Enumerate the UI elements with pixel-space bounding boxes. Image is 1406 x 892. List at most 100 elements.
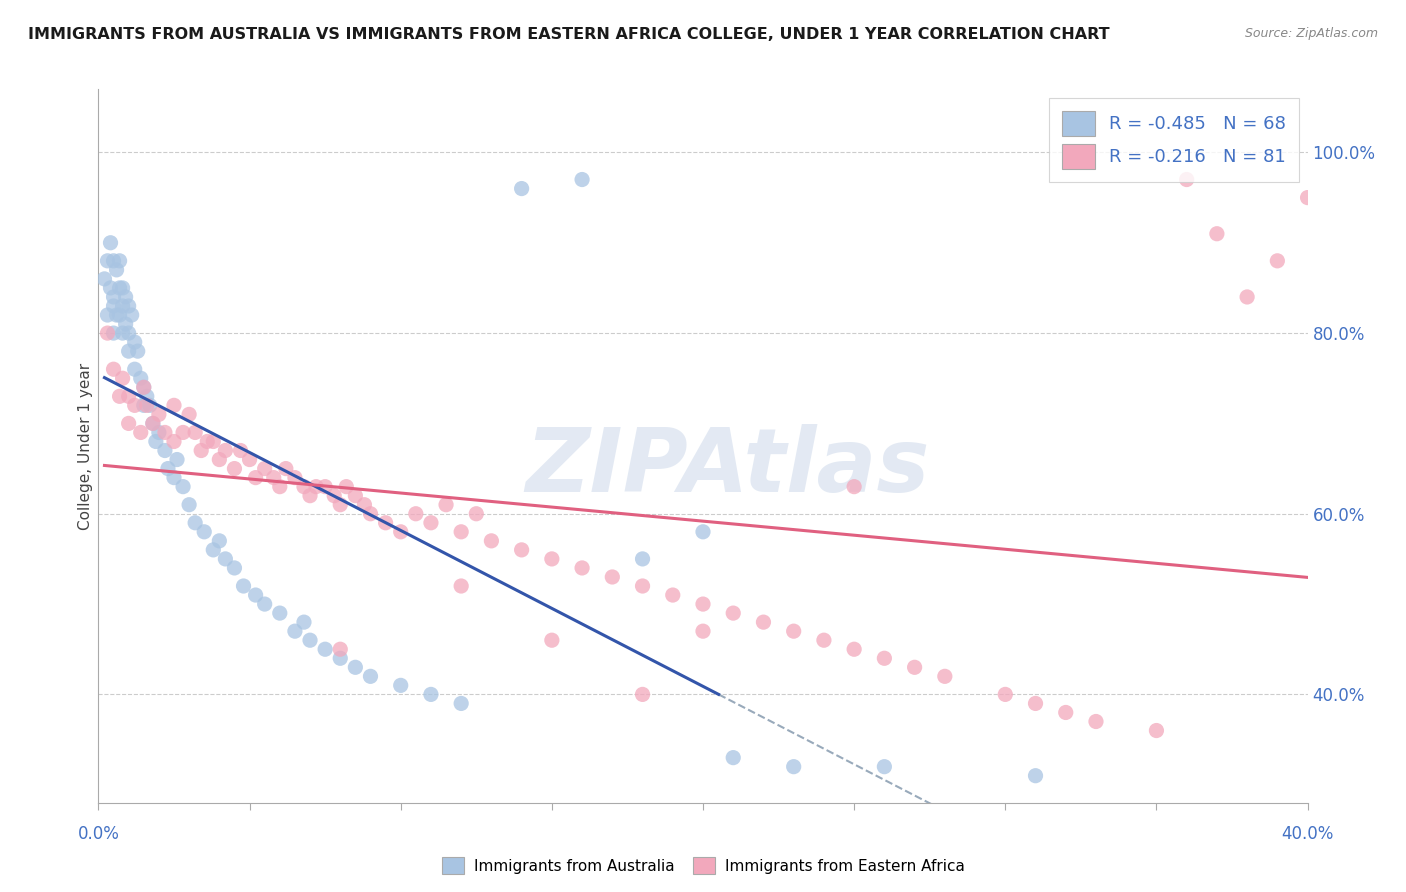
- Point: [108, 389, 131, 403]
- Legend: Immigrants from Australia, Immigrants from Eastern Africa: Immigrants from Australia, Immigrants fr…: [436, 851, 970, 880]
- Point: [873, 651, 896, 665]
- Point: [783, 759, 806, 773]
- Text: 0.0%: 0.0%: [77, 825, 120, 843]
- Point: [129, 425, 152, 440]
- Point: [253, 461, 276, 475]
- Point: [214, 443, 236, 458]
- Point: [1267, 253, 1289, 268]
- Point: [179, 498, 201, 512]
- Point: [153, 443, 176, 458]
- Point: [103, 253, 125, 268]
- Point: [1236, 290, 1258, 304]
- Point: [269, 480, 291, 494]
- Point: [124, 398, 146, 412]
- Text: ZIPAtlas: ZIPAtlas: [524, 424, 929, 511]
- Point: [208, 452, 231, 467]
- Point: [202, 542, 225, 557]
- Point: [172, 425, 194, 440]
- Point: [118, 389, 141, 403]
- Point: [540, 552, 562, 566]
- Point: [450, 524, 472, 539]
- Point: [292, 480, 315, 494]
- Point: [540, 633, 562, 648]
- Point: [1085, 714, 1108, 729]
- Point: [148, 425, 170, 440]
- Point: [93, 272, 115, 286]
- Point: [314, 480, 336, 494]
- Point: [190, 443, 212, 458]
- Point: [631, 552, 654, 566]
- Point: [245, 470, 267, 484]
- Point: [434, 498, 457, 512]
- Point: [224, 561, 246, 575]
- Point: [723, 750, 745, 764]
- Point: [156, 461, 179, 475]
- Point: [571, 172, 593, 186]
- Point: [934, 669, 956, 683]
- Point: [114, 290, 136, 304]
- Point: [510, 542, 533, 557]
- Point: [135, 389, 157, 403]
- Point: [100, 281, 122, 295]
- Text: Source: ZipAtlas.com: Source: ZipAtlas.com: [1244, 27, 1378, 40]
- Point: [135, 398, 157, 412]
- Point: [465, 507, 488, 521]
- Point: [274, 461, 297, 475]
- Point: [299, 633, 322, 648]
- Point: [692, 524, 714, 539]
- Point: [344, 489, 367, 503]
- Point: [121, 308, 143, 322]
- Point: [631, 687, 654, 701]
- Point: [100, 235, 122, 250]
- Text: 40.0%: 40.0%: [1281, 825, 1334, 843]
- Point: [783, 624, 806, 639]
- Point: [253, 597, 276, 611]
- Point: [163, 434, 186, 449]
- Point: [329, 651, 352, 665]
- Point: [299, 489, 322, 503]
- Point: [405, 507, 427, 521]
- Point: [450, 579, 472, 593]
- Point: [329, 642, 352, 657]
- Point: [132, 398, 155, 412]
- Point: [105, 308, 128, 322]
- Point: [389, 678, 412, 692]
- Point: [118, 417, 141, 431]
- Point: [142, 417, 165, 431]
- Point: [284, 624, 307, 639]
- Point: [111, 299, 134, 313]
- Point: [813, 633, 835, 648]
- Point: [314, 642, 336, 657]
- Point: [232, 579, 254, 593]
- Point: [142, 417, 165, 431]
- Point: [420, 687, 443, 701]
- Point: [844, 480, 866, 494]
- Point: [873, 759, 896, 773]
- Point: [1054, 706, 1077, 720]
- Point: [329, 498, 352, 512]
- Point: [124, 335, 146, 350]
- Point: [118, 326, 141, 340]
- Point: [269, 606, 291, 620]
- Point: [752, 615, 775, 629]
- Point: [360, 507, 382, 521]
- Point: [193, 524, 215, 539]
- Point: [172, 480, 194, 494]
- Text: IMMIGRANTS FROM AUSTRALIA VS IMMIGRANTS FROM EASTERN AFRICA COLLEGE, UNDER 1 YEA: IMMIGRANTS FROM AUSTRALIA VS IMMIGRANTS …: [28, 27, 1109, 42]
- Point: [374, 516, 396, 530]
- Point: [245, 588, 267, 602]
- Point: [602, 570, 624, 584]
- Point: [844, 642, 866, 657]
- Point: [224, 461, 246, 475]
- Point: [631, 579, 654, 593]
- Point: [692, 597, 714, 611]
- Point: [994, 687, 1017, 701]
- Point: [420, 516, 443, 530]
- Point: [179, 408, 201, 422]
- Point: [904, 660, 927, 674]
- Point: [450, 697, 472, 711]
- Point: [305, 480, 328, 494]
- Point: [389, 524, 412, 539]
- Point: [118, 344, 141, 359]
- Point: [335, 480, 357, 494]
